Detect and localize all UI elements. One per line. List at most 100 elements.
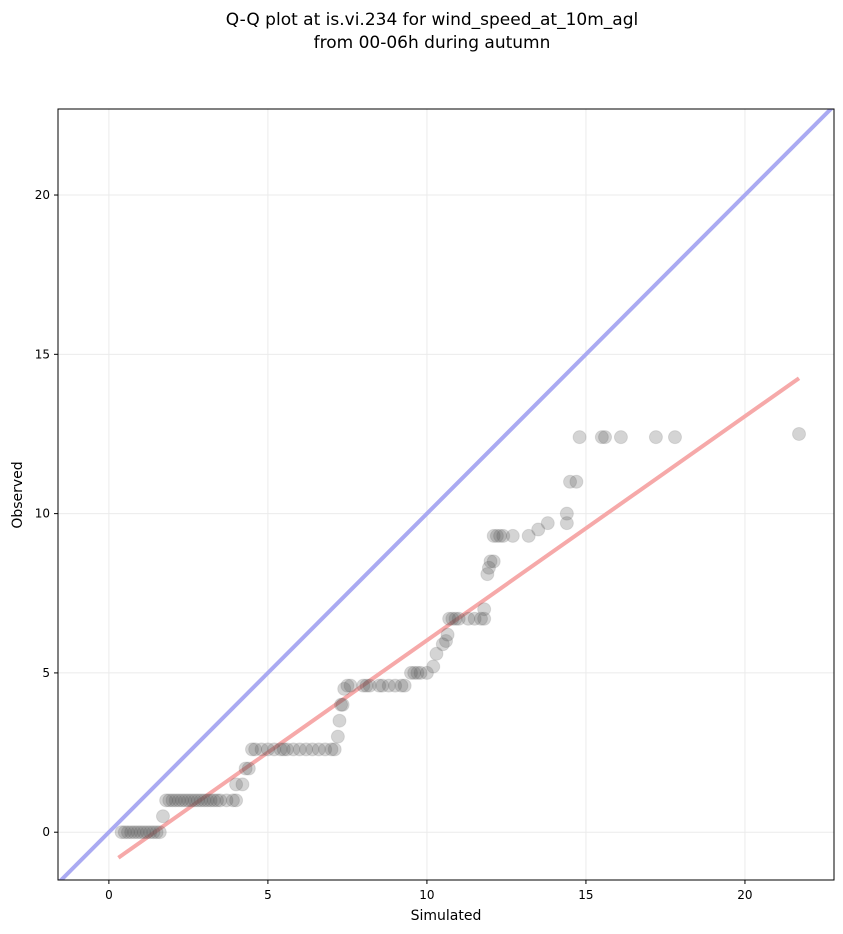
data-point — [143, 825, 158, 840]
data-point — [388, 678, 403, 693]
data-point — [792, 426, 807, 441]
data-point — [241, 761, 256, 776]
data-point — [467, 611, 482, 626]
data-point — [337, 681, 352, 696]
data-point — [440, 627, 455, 642]
data-point — [184, 793, 199, 808]
data-point — [496, 528, 511, 543]
data-point — [178, 793, 193, 808]
data-point — [168, 793, 183, 808]
y-tick-label: 15 — [35, 347, 50, 361]
data-point — [260, 742, 275, 757]
data-point — [190, 793, 205, 808]
data-point — [197, 793, 212, 808]
data-point — [410, 665, 425, 680]
data-point — [461, 611, 476, 626]
data-point — [397, 678, 412, 693]
data-point — [334, 697, 349, 712]
data-point — [569, 474, 584, 489]
data-point — [305, 742, 320, 757]
data-point — [229, 777, 244, 792]
data-point — [171, 793, 186, 808]
data-point — [235, 777, 250, 792]
data-point — [200, 793, 215, 808]
data-point — [426, 659, 441, 674]
data-point — [127, 825, 142, 840]
data-point — [203, 793, 218, 808]
data-point — [213, 793, 228, 808]
data-point — [327, 742, 342, 757]
data-point — [311, 742, 326, 757]
data-point — [273, 742, 288, 757]
data-point — [451, 611, 466, 626]
data-point — [162, 793, 177, 808]
data-point — [238, 761, 253, 776]
y-tick-label: 5 — [42, 666, 50, 680]
data-point — [117, 825, 132, 840]
data-point — [206, 793, 221, 808]
data-point — [155, 809, 170, 824]
fit-line — [117, 376, 801, 860]
data-point — [187, 793, 202, 808]
data-point — [448, 611, 463, 626]
data-point — [429, 646, 444, 661]
data-point — [130, 825, 145, 840]
data-point — [343, 678, 358, 693]
x-tick-label: 15 — [578, 888, 593, 902]
y-tick-label: 0 — [42, 825, 50, 839]
data-point — [210, 793, 225, 808]
axis-ticks: 0 5 10 15 20 0 5 10 15 20 — [35, 188, 753, 902]
data-point — [486, 554, 501, 569]
x-tick-label: 5 — [264, 888, 272, 902]
data-point — [473, 611, 488, 626]
data-point — [318, 742, 333, 757]
x-tick-label: 10 — [419, 888, 434, 902]
data-point — [445, 611, 460, 626]
data-point — [375, 678, 390, 693]
data-point — [248, 742, 263, 757]
data-point — [667, 430, 682, 445]
data-point — [254, 742, 269, 757]
data-point — [114, 825, 129, 840]
data-point — [292, 742, 307, 757]
data-point — [181, 793, 196, 808]
data-point — [140, 825, 155, 840]
data-point — [442, 611, 457, 626]
data-point — [598, 430, 613, 445]
data-point — [419, 665, 434, 680]
data-point — [493, 528, 508, 543]
x-tick-label: 20 — [737, 888, 752, 902]
data-point — [413, 665, 428, 680]
data-point — [559, 506, 574, 521]
data-point — [381, 678, 396, 693]
data-point — [149, 825, 164, 840]
data-point — [404, 665, 419, 680]
reference-lines — [58, 109, 834, 880]
data-point — [477, 602, 492, 617]
data-point — [407, 665, 422, 680]
data-point — [276, 742, 291, 757]
data-point — [481, 560, 496, 575]
x-tick-label: 0 — [105, 888, 113, 902]
identity-line — [58, 109, 834, 880]
data-point — [505, 528, 520, 543]
data-point — [120, 825, 135, 840]
data-point — [136, 825, 151, 840]
data-point — [340, 678, 355, 693]
data-point — [194, 793, 209, 808]
data-point — [159, 793, 174, 808]
data-point — [356, 678, 371, 693]
data-point — [332, 713, 347, 728]
data-point — [324, 742, 339, 757]
data-point — [521, 528, 536, 543]
data-point — [330, 729, 345, 744]
data-point — [245, 742, 259, 757]
data-point — [372, 678, 387, 693]
data-point — [362, 678, 377, 693]
grid-lines — [58, 109, 834, 880]
x-axis-label: Simulated — [411, 908, 482, 924]
data-point — [133, 825, 148, 840]
data-point — [229, 793, 244, 808]
data-point — [540, 516, 555, 531]
